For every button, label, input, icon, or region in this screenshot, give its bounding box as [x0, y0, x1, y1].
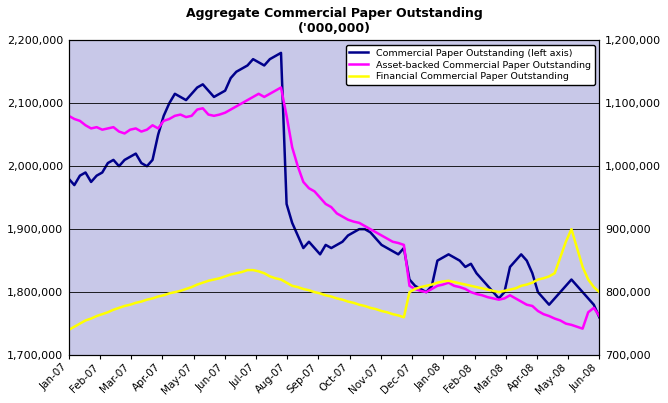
Commercial Paper Outstanding (left axis)	[339, 239, 347, 244]
Financial Commercial Paper Outstanding	[65, 328, 73, 332]
Financial Commercial Paper Outstanding	[349, 300, 357, 305]
Asset-backed Commercial Paper Outstanding	[277, 85, 285, 90]
Asset-backed Commercial Paper Outstanding	[595, 314, 603, 318]
Legend: Commercial Paper Outstanding (left axis), Asset-backed Commercial Paper Outstand: Commercial Paper Outstanding (left axis)…	[345, 45, 595, 85]
Financial Commercial Paper Outstanding	[216, 276, 224, 280]
Financial Commercial Paper Outstanding	[595, 290, 603, 295]
Commercial Paper Outstanding (left axis)	[216, 91, 224, 96]
Asset-backed Commercial Paper Outstanding	[216, 112, 224, 117]
Line: Asset-backed Commercial Paper Outstanding: Asset-backed Commercial Paper Outstandin…	[69, 87, 599, 328]
Commercial Paper Outstanding (left axis)	[355, 227, 363, 232]
Financial Commercial Paper Outstanding	[294, 285, 302, 289]
Commercial Paper Outstanding (left axis)	[556, 290, 564, 295]
Title: Aggregate Commercial Paper Outstanding
('000,000): Aggregate Commercial Paper Outstanding (…	[186, 7, 482, 35]
Commercial Paper Outstanding (left axis)	[595, 315, 603, 320]
Commercial Paper Outstanding (left axis)	[277, 50, 285, 55]
Asset-backed Commercial Paper Outstanding	[578, 326, 587, 331]
Asset-backed Commercial Paper Outstanding	[65, 113, 73, 118]
Commercial Paper Outstanding (left axis)	[299, 246, 307, 251]
Financial Commercial Paper Outstanding	[138, 299, 146, 304]
Asset-backed Commercial Paper Outstanding	[339, 214, 347, 219]
Asset-backed Commercial Paper Outstanding	[138, 129, 146, 134]
Financial Commercial Paper Outstanding	[567, 227, 575, 232]
Asset-backed Commercial Paper Outstanding	[556, 318, 564, 323]
Commercial Paper Outstanding (left axis)	[65, 177, 73, 181]
Commercial Paper Outstanding (left axis)	[138, 161, 146, 166]
Asset-backed Commercial Paper Outstanding	[355, 220, 363, 225]
Financial Commercial Paper Outstanding	[333, 296, 341, 301]
Financial Commercial Paper Outstanding	[550, 271, 558, 276]
Line: Commercial Paper Outstanding (left axis): Commercial Paper Outstanding (left axis)	[69, 53, 599, 317]
Line: Financial Commercial Paper Outstanding: Financial Commercial Paper Outstanding	[69, 229, 599, 330]
Asset-backed Commercial Paper Outstanding	[299, 179, 307, 184]
